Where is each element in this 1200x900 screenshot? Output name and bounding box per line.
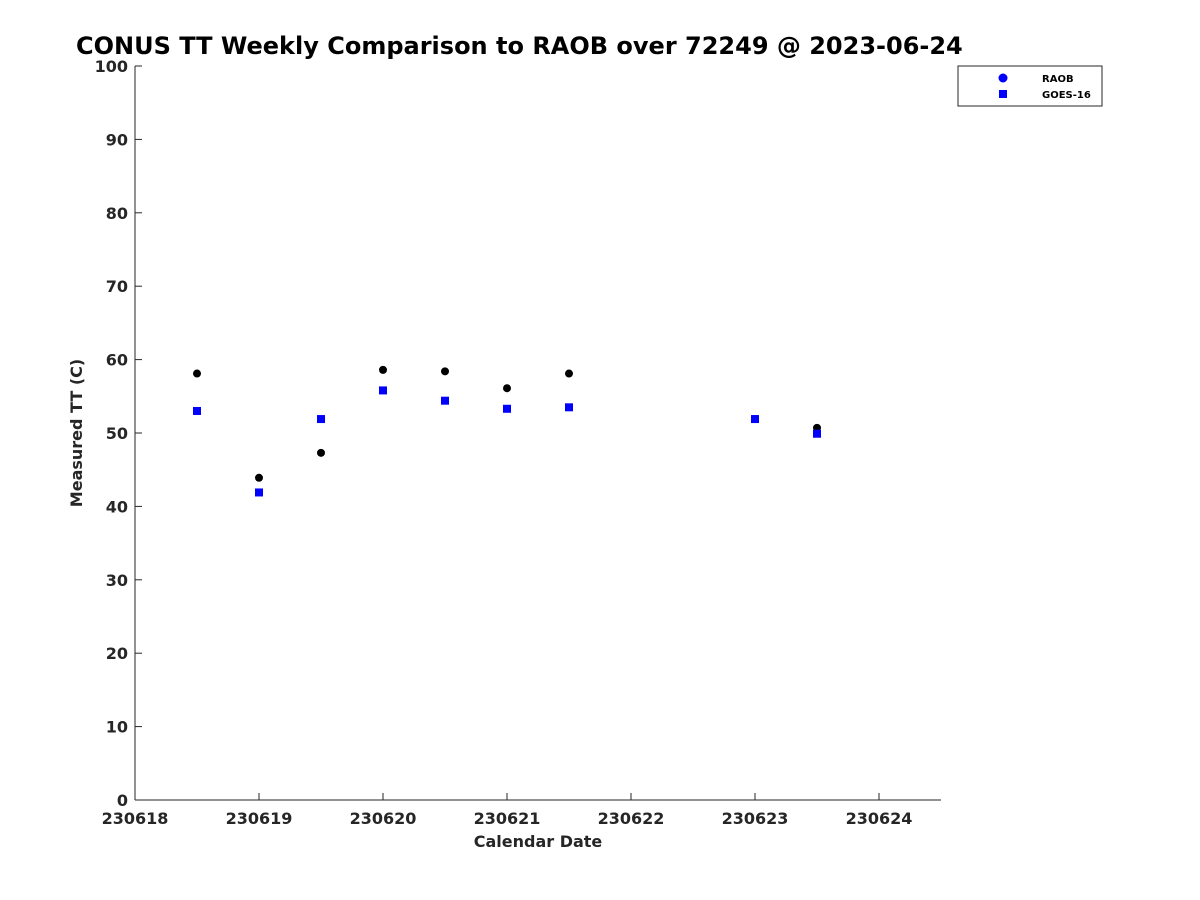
raob-point xyxy=(565,369,573,378)
raob-point xyxy=(503,384,511,393)
goes16-point xyxy=(317,415,325,424)
legend: RAOB GOES-16 xyxy=(957,65,1103,107)
y-tick-label: 60 xyxy=(106,351,128,370)
legend-label: GOES-16 xyxy=(1042,90,1091,101)
chart-title: CONUS TT Weekly Comparison to RAOB over … xyxy=(76,32,963,60)
y-tick-label: 80 xyxy=(106,204,128,223)
data-points xyxy=(193,365,821,497)
y-tick-label: 40 xyxy=(106,497,128,516)
x-tick-label: 230619 xyxy=(226,809,293,828)
goes16-point xyxy=(503,404,511,413)
goes16-point xyxy=(441,396,449,405)
x-axis-ticks: 230618 230619 230620 230621 230622 230623 2306… xyxy=(102,793,913,828)
y-axis-label: Measured TT (C) xyxy=(67,359,86,507)
y-tick-label: 10 xyxy=(106,718,128,737)
y-axis-ticks: 0 10 20 30 40 50 60 70 80 90 100 xyxy=(95,57,142,810)
goes16-point xyxy=(813,429,821,438)
raob-point xyxy=(255,473,263,482)
goes16-point xyxy=(751,415,759,424)
y-tick-label: 0 xyxy=(117,791,128,810)
x-tick-label: 230618 xyxy=(102,809,169,828)
x-axis-label: Calendar Date xyxy=(474,832,603,851)
y-tick-label: 90 xyxy=(106,130,128,149)
raob-point xyxy=(193,369,201,378)
legend-box xyxy=(957,65,1103,107)
goes16-point xyxy=(193,406,201,415)
y-tick-label: 30 xyxy=(106,571,128,590)
y-tick-label: 50 xyxy=(106,424,128,443)
raob-point xyxy=(317,448,325,457)
x-tick-label: 230624 xyxy=(846,809,913,828)
goes16-point xyxy=(565,403,573,412)
x-tick-label: 230620 xyxy=(350,809,417,828)
y-tick-label: 20 xyxy=(106,644,128,663)
legend-raob-marker xyxy=(998,73,1008,83)
goes16-point xyxy=(255,488,263,497)
raob-point xyxy=(379,365,387,374)
raob-point xyxy=(441,367,449,376)
x-tick-label: 230622 xyxy=(598,809,665,828)
x-tick-label: 230621 xyxy=(474,809,541,828)
x-tick-label: 230623 xyxy=(722,809,789,828)
goes16-point xyxy=(379,386,387,395)
y-tick-label: 100 xyxy=(95,57,128,76)
y-tick-label: 70 xyxy=(106,277,128,296)
legend-goes16-marker xyxy=(999,90,1007,98)
legend-label: RAOB xyxy=(1042,74,1074,85)
